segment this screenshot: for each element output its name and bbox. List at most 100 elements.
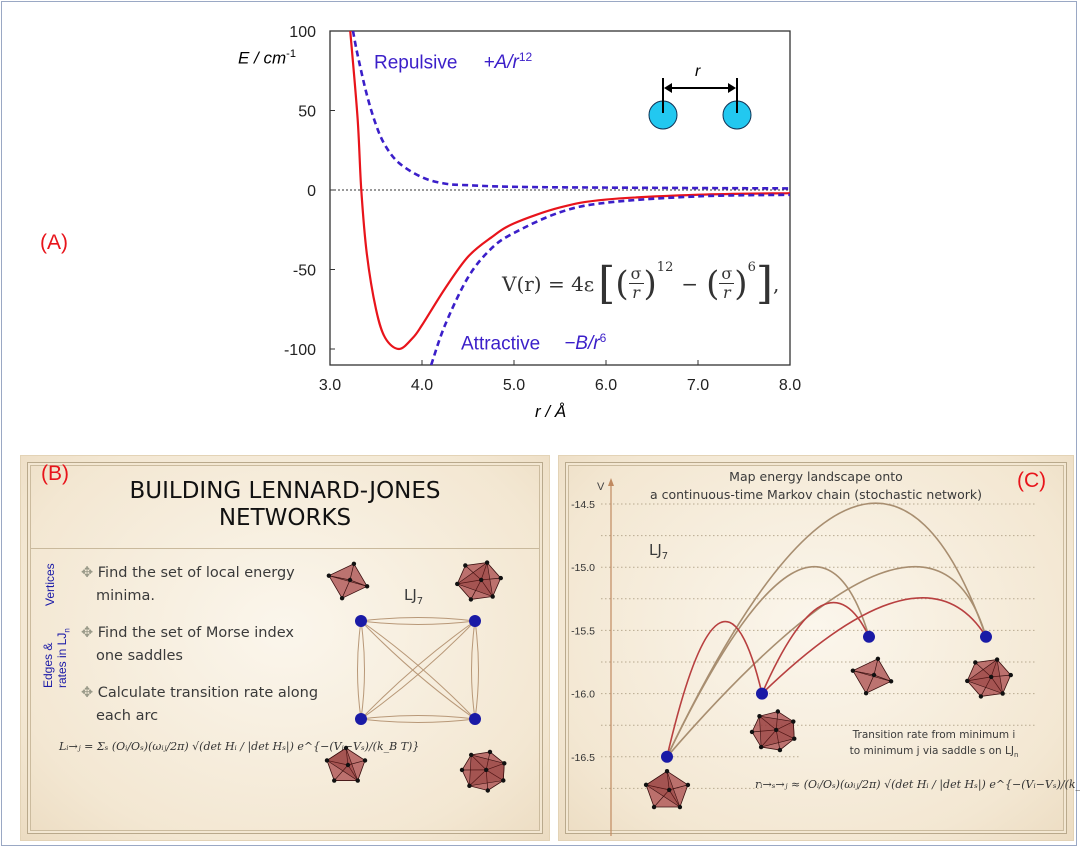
x-tick-label: 8.0 bbox=[779, 377, 801, 394]
cluster-body bbox=[461, 751, 505, 791]
brown-arc bbox=[666, 502, 987, 758]
slide-c-title-line2: a continuous-time Markov chain (stochast… bbox=[649, 487, 983, 502]
y-tick-label: -15.0 bbox=[571, 562, 595, 574]
cluster-bond bbox=[653, 789, 670, 808]
atom-dot bbox=[487, 749, 493, 755]
bullet-icon: ✥ bbox=[81, 565, 98, 581]
bullet-line: Find the set of Morse index bbox=[97, 625, 294, 641]
network-edge bbox=[360, 718, 476, 723]
atom-dot bbox=[888, 679, 894, 684]
lj-label-text: LJ bbox=[404, 586, 417, 604]
cluster-bond bbox=[481, 577, 501, 581]
formula-r: r bbox=[632, 283, 640, 302]
bullet-item: ✥ Calculate transition rate along each ar… bbox=[81, 682, 318, 728]
atom-dot bbox=[1008, 672, 1013, 678]
cluster-bond bbox=[776, 729, 795, 740]
x-tick-label: 7.0 bbox=[687, 377, 709, 394]
atom-dot bbox=[345, 762, 351, 768]
network-edge bbox=[360, 620, 476, 625]
atom-dot bbox=[749, 729, 755, 735]
atom-dot bbox=[989, 674, 994, 680]
lj-label-text: LJ bbox=[649, 541, 662, 559]
atom-dot bbox=[324, 758, 330, 763]
cluster-bond bbox=[486, 769, 504, 781]
panel-a-label: (A) bbox=[40, 231, 68, 254]
formula-paren: ( bbox=[615, 263, 629, 304]
y-axis-label-exp: -1 bbox=[286, 48, 296, 60]
network-edge bbox=[360, 620, 476, 720]
cluster-face bbox=[326, 747, 359, 782]
atom-dot bbox=[863, 690, 869, 696]
network-edge bbox=[471, 620, 476, 720]
cluster-icon bbox=[850, 656, 894, 696]
lj7-label-c: LJ7 bbox=[649, 541, 668, 562]
repulsive-exp: 12 bbox=[518, 50, 533, 64]
series-group bbox=[349, 31, 790, 365]
atom-dot bbox=[757, 713, 762, 719]
y-tick-label: -100 bbox=[284, 342, 316, 359]
atom-dot bbox=[484, 560, 490, 565]
cluster-face bbox=[456, 562, 494, 597]
cluster-bond bbox=[991, 674, 1011, 678]
atom-dot bbox=[850, 668, 856, 673]
formula-exp6: 6 bbox=[747, 260, 756, 275]
atom-dot bbox=[651, 804, 657, 810]
formula-comma: , bbox=[773, 271, 780, 296]
bullet-line: Calculate transition rate along bbox=[97, 685, 319, 701]
cluster-bond bbox=[345, 747, 349, 766]
cluster-bond bbox=[990, 659, 998, 678]
cluster-bond bbox=[485, 751, 491, 770]
cluster-bond bbox=[646, 784, 670, 791]
energy-landscape-diagram: V-14.5 -15.0 -15.5 -16.0 -16.5 bbox=[571, 478, 1037, 836]
red-arc bbox=[761, 601, 870, 694]
cluster-face bbox=[645, 770, 681, 808]
cluster-icon bbox=[749, 709, 797, 753]
formula-r: r bbox=[723, 283, 731, 302]
repulsive-term: +A/r bbox=[483, 52, 519, 74]
atom-dot bbox=[490, 594, 495, 599]
slide-title-line2: NETWORKS bbox=[218, 505, 352, 531]
slide-border bbox=[27, 462, 543, 834]
plot-frame bbox=[329, 30, 791, 366]
atom-dot bbox=[501, 778, 506, 783]
rate-formula-b: Lᵢ→ⱼ = Σₛ (Oᵢ/Oₛ)(ωᵢⱼ/2π) √(det Hᵢ / |de… bbox=[59, 740, 420, 753]
network-node bbox=[355, 713, 367, 725]
cluster-bond bbox=[980, 676, 992, 697]
slide-border bbox=[565, 462, 1067, 834]
bullet-list: ✥ Find the set of local energy minima. ✥ … bbox=[81, 562, 318, 728]
atom-dot bbox=[485, 788, 490, 793]
formula-paren: ( bbox=[706, 263, 720, 304]
formula-sigma: σ bbox=[628, 264, 644, 284]
atom-dot bbox=[965, 678, 970, 684]
repulsive-label-text: Repulsive bbox=[374, 52, 458, 74]
atom-dot bbox=[875, 656, 881, 662]
formula-paren: ) bbox=[734, 263, 748, 304]
network-edge bbox=[360, 620, 476, 720]
atom-dot bbox=[484, 767, 489, 773]
axis-arrow-icon bbox=[608, 478, 614, 486]
atom-dot bbox=[362, 758, 368, 763]
atom-dot bbox=[685, 782, 691, 788]
v-axis-label: V bbox=[597, 481, 605, 493]
network-node bbox=[469, 615, 481, 627]
cluster-bond bbox=[775, 711, 779, 730]
atom-dot bbox=[468, 597, 474, 602]
bullet-line: one saddles bbox=[96, 648, 183, 664]
cluster-icon bbox=[455, 560, 503, 602]
atom-dot bbox=[667, 787, 672, 793]
panel-b-label: (B) bbox=[41, 462, 69, 485]
cluster-bond bbox=[347, 764, 359, 781]
panel-c-label: (C) bbox=[1017, 469, 1047, 492]
atom-dot bbox=[326, 573, 332, 578]
cluster-bond bbox=[990, 676, 1003, 694]
cluster-bond bbox=[873, 658, 879, 676]
cluster-face bbox=[966, 659, 1004, 694]
network-edge bbox=[360, 715, 476, 720]
y-tick-label: 0 bbox=[307, 183, 316, 200]
atom-dot bbox=[777, 747, 783, 753]
network-edge bbox=[360, 617, 476, 622]
bullet-line: Find the set of local energy bbox=[97, 565, 295, 581]
y-tick-label: -14.5 bbox=[571, 499, 595, 511]
